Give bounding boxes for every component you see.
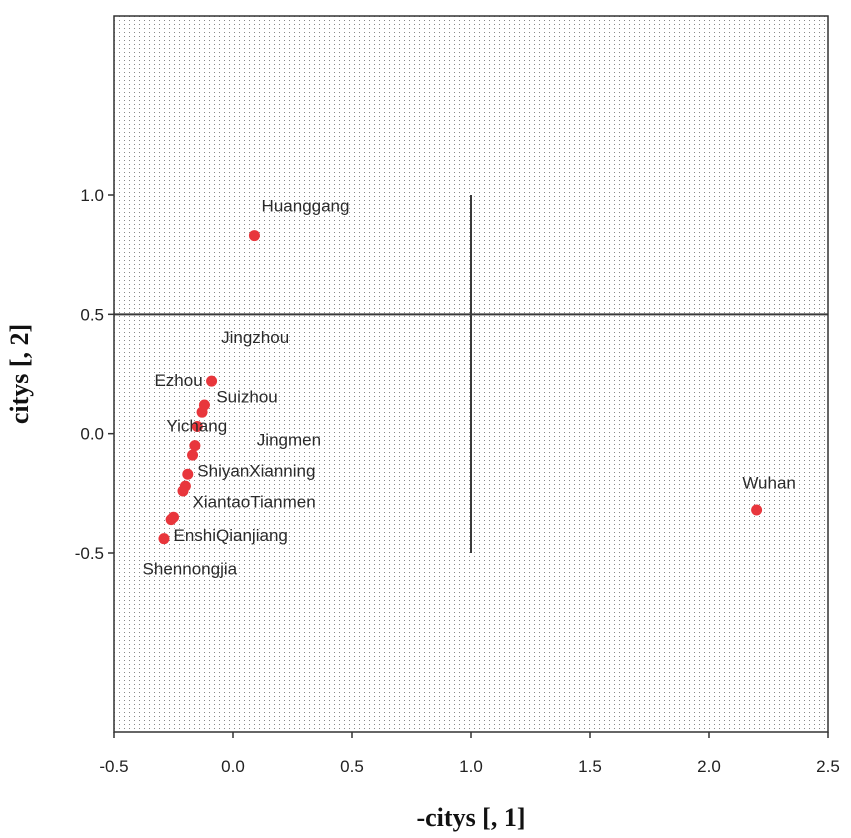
x-tick-label: 2.5 bbox=[816, 757, 840, 776]
x-tick-label: 2.0 bbox=[697, 757, 721, 776]
point-label: EnshiQianjiang bbox=[174, 526, 288, 545]
x-axis-title: -citys [, 1] bbox=[416, 803, 525, 832]
point-label: XiantaoTianmen bbox=[193, 493, 316, 512]
data-point-huanggang bbox=[248, 230, 260, 242]
y-tick-label: 0.0 bbox=[80, 425, 104, 444]
y-tick-label: -0.5 bbox=[75, 544, 104, 563]
data-point-suizhou bbox=[196, 406, 208, 418]
point-label: Shennongjia bbox=[143, 559, 238, 578]
point-label: Yichang bbox=[166, 416, 227, 435]
point-label: Jingzhou bbox=[221, 328, 289, 347]
y-tick-label: 0.5 bbox=[80, 305, 104, 324]
point-label: ShiyanXianning bbox=[197, 462, 315, 481]
x-tick-label: 0.5 bbox=[340, 757, 364, 776]
data-points bbox=[158, 230, 763, 545]
point-label: Ezhou bbox=[154, 371, 202, 390]
data-point-jingmen bbox=[189, 440, 201, 452]
x-axis-ticks: -0.5 0.0 0.5 1.0 1.5 2.0 2.5 bbox=[99, 732, 840, 776]
point-label: Suizhou bbox=[216, 388, 277, 407]
point-labels: Huanggang Jingzhou Ezhou Suizhou Yichang Jing… bbox=[143, 197, 796, 579]
data-point-xianning bbox=[187, 449, 199, 461]
data-point-wuhan bbox=[751, 504, 763, 516]
point-label: Jingmen bbox=[257, 431, 321, 450]
data-point-shennongjia bbox=[158, 533, 170, 545]
point-label: Huanggang bbox=[262, 197, 350, 216]
y-axis-title: citys [, 2] bbox=[5, 324, 34, 424]
x-tick-label: 0.0 bbox=[221, 757, 245, 776]
point-label: Wuhan bbox=[742, 474, 796, 493]
data-point-shiyan bbox=[182, 468, 194, 480]
y-axis-ticks: -0.5 0.0 0.5 1.0 bbox=[75, 186, 114, 563]
data-point-xiantao bbox=[177, 485, 189, 497]
data-point-yichang bbox=[191, 421, 203, 433]
data-point-enshi bbox=[165, 514, 177, 526]
data-point-jingzhou bbox=[206, 375, 218, 387]
x-tick-label: 1.0 bbox=[459, 757, 483, 776]
x-tick-label: 1.5 bbox=[578, 757, 602, 776]
y-tick-label: 1.0 bbox=[80, 186, 104, 205]
x-tick-label: -0.5 bbox=[99, 757, 128, 776]
